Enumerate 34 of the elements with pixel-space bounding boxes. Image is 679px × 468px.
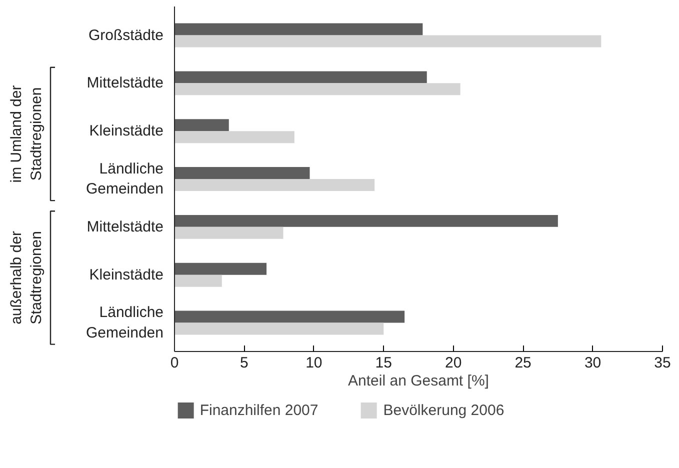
y-tick-label: Großstädte [88,26,164,44]
bar [174,23,423,36]
x-tick-label: 25 [514,354,532,372]
bar [174,226,284,239]
y-tick-label: Ländliche Gemeinden [86,160,164,198]
legend-label: Bevölkerung 2006 [383,402,504,418]
bar [174,179,375,191]
x-tick-label: 15 [375,354,392,372]
bar [174,322,384,335]
x-tick-label: 35 [654,354,671,372]
text: im Umland der Stadtregionen [8,85,46,183]
y-tick-label: Ländliche Gemeinden [86,304,164,342]
y-tick-label: Kleinstädte [89,122,164,140]
bar [174,310,405,323]
bar [174,71,427,84]
text: außerhalb der Stadtregionen [8,231,46,324]
y-tick-label: Mittelstädte [86,74,164,92]
x-tick-label: 20 [445,354,462,372]
bar [174,214,558,227]
x-tick-label: 5 [240,354,248,372]
bar [174,35,602,48]
x-tick-label: 30 [584,354,602,372]
bar [174,119,229,132]
bar [174,262,267,275]
x-tick-label: 10 [306,354,322,372]
bar [174,167,310,179]
legend-label: Finanzhilfen 2007 [200,402,318,418]
x-axis-title: Anteil an Gesamt [%] [348,372,489,390]
bar [174,131,294,144]
y-tick-label: Mittelstädte [86,218,164,236]
bar [174,83,460,96]
y-tick-label: Kleinstädte [89,266,164,284]
x-tick-label: 0 [170,354,179,372]
bar [174,274,222,287]
